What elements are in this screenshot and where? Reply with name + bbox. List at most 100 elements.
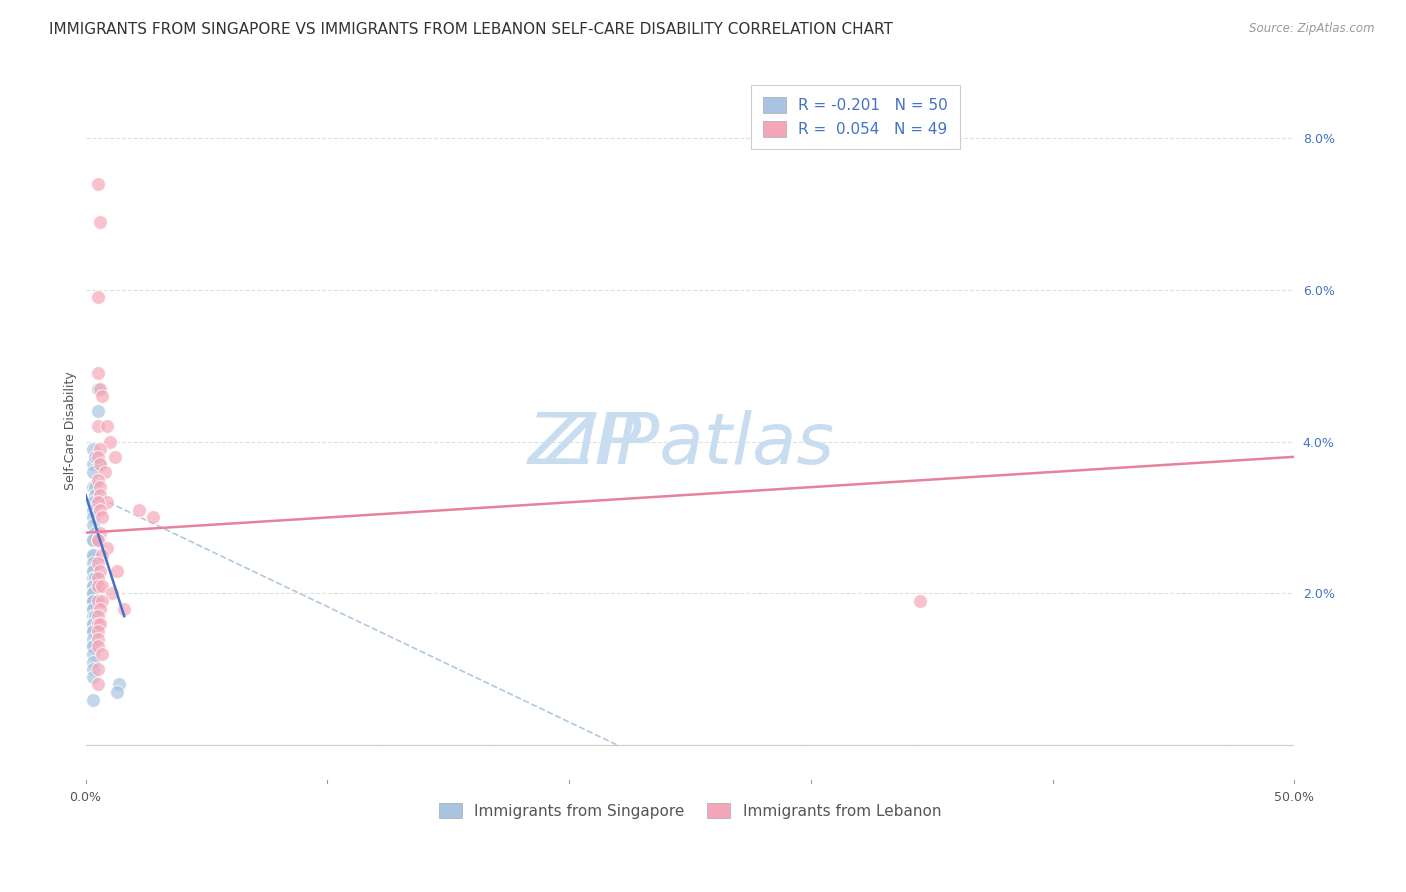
Point [89, 382, 111, 396]
Point [108, 677, 131, 691]
Point [82, 640, 104, 654]
Point [82, 503, 104, 517]
Point [82, 586, 104, 600]
Point [84, 488, 107, 502]
Point [82, 594, 104, 608]
Point [84, 450, 107, 464]
Point [86, 571, 108, 585]
Point [82, 495, 104, 509]
Point [86, 495, 108, 509]
Point [82, 586, 104, 600]
Point [86, 367, 108, 381]
Point [98, 434, 121, 449]
Point [82, 594, 104, 608]
Point [89, 564, 111, 578]
Point [82, 556, 104, 570]
Point [82, 616, 104, 631]
Point [91, 510, 114, 524]
Point [89, 616, 111, 631]
Point [91, 549, 114, 563]
Legend: Immigrants from Singapore, Immigrants from Lebanon: Immigrants from Singapore, Immigrants fr… [433, 797, 948, 825]
Point [89, 458, 111, 472]
Point [82, 442, 104, 457]
Point [82, 579, 104, 593]
Point [86, 404, 108, 418]
Point [103, 450, 125, 464]
Point [82, 594, 104, 608]
Point [908, 594, 931, 608]
Text: ZIPatlas: ZIPatlas [546, 409, 835, 479]
Point [82, 662, 104, 676]
Point [86, 533, 108, 548]
Point [82, 647, 104, 661]
Y-axis label: Self-Care Disability: Self-Care Disability [65, 371, 77, 490]
Point [82, 609, 104, 624]
Point [82, 533, 104, 548]
Point [82, 549, 104, 563]
Point [84, 571, 107, 585]
Point [82, 480, 104, 494]
Point [105, 564, 128, 578]
Point [86, 290, 108, 304]
Text: ZIPatlas: ZIPatlas [498, 409, 786, 479]
Point [86, 677, 108, 691]
Point [82, 465, 104, 479]
Point [86, 533, 108, 548]
Point [91, 579, 114, 593]
Point [86, 594, 108, 608]
Point [86, 177, 108, 191]
Point [86, 662, 108, 676]
Point [89, 458, 111, 472]
Point [105, 685, 128, 699]
Point [82, 624, 104, 639]
Point [89, 488, 111, 502]
Point [86, 556, 108, 570]
Point [142, 510, 165, 524]
Point [82, 601, 104, 615]
Point [84, 480, 107, 494]
Point [89, 214, 111, 228]
Point [86, 624, 108, 639]
Point [112, 601, 135, 615]
Point [96, 495, 118, 509]
Point [86, 473, 108, 487]
Point [86, 579, 108, 593]
Point [89, 442, 111, 457]
Point [82, 571, 104, 585]
Point [82, 564, 104, 578]
Point [82, 518, 104, 533]
Point [82, 549, 104, 563]
Point [86, 450, 108, 464]
Point [82, 510, 104, 524]
Point [82, 579, 104, 593]
Point [86, 419, 108, 434]
Point [89, 503, 111, 517]
Point [94, 465, 117, 479]
Point [82, 624, 104, 639]
Text: ZIP: ZIP [527, 409, 641, 479]
Point [82, 616, 104, 631]
Point [82, 601, 104, 615]
Point [128, 503, 150, 517]
Point [86, 616, 108, 631]
Point [86, 609, 108, 624]
Point [96, 419, 118, 434]
Point [84, 609, 107, 624]
Point [82, 632, 104, 646]
Point [82, 458, 104, 472]
Point [84, 525, 107, 540]
Point [91, 647, 114, 661]
Point [86, 632, 108, 646]
Point [86, 382, 108, 396]
Point [82, 533, 104, 548]
Point [82, 624, 104, 639]
Point [82, 564, 104, 578]
Point [89, 525, 111, 540]
Text: Source: ZipAtlas.com: Source: ZipAtlas.com [1250, 22, 1375, 36]
Point [96, 541, 118, 555]
Point [101, 586, 124, 600]
Point [91, 389, 114, 403]
Point [82, 655, 104, 669]
Point [89, 480, 111, 494]
Text: IMMIGRANTS FROM SINGAPORE VS IMMIGRANTS FROM LEBANON SELF-CARE DISABILITY CORREL: IMMIGRANTS FROM SINGAPORE VS IMMIGRANTS … [49, 22, 893, 37]
